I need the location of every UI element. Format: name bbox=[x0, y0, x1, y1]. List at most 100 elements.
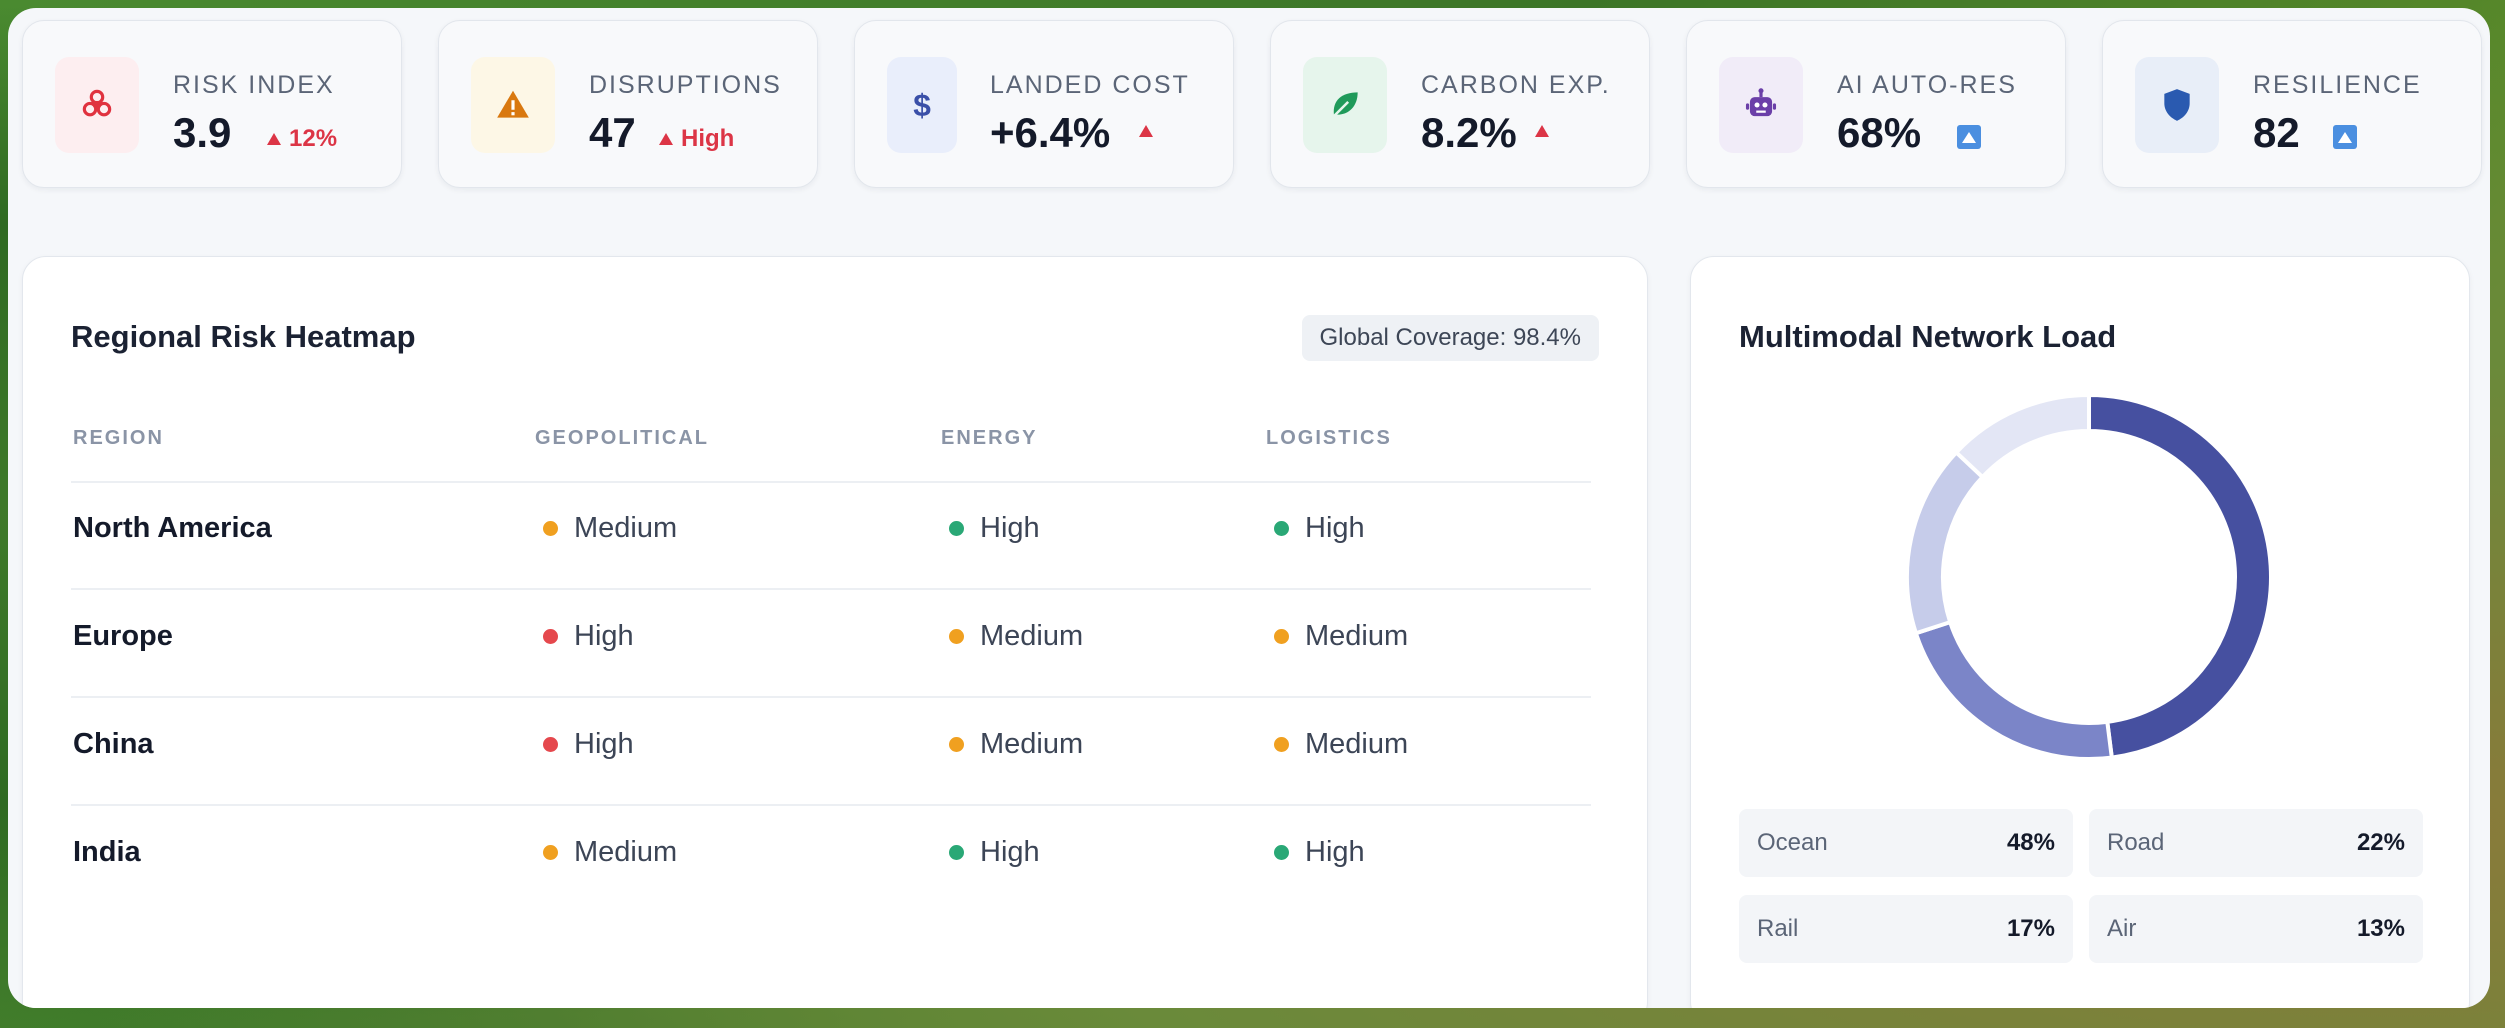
status-text: Medium bbox=[1305, 728, 1409, 760]
divider bbox=[71, 588, 1591, 590]
trend-up-icon bbox=[1535, 125, 1549, 137]
legend-item-air: Air 13% bbox=[2089, 895, 2423, 963]
kpi-label: RISK INDEX bbox=[173, 71, 335, 99]
status-dot bbox=[949, 845, 964, 860]
trend-up-icon bbox=[1139, 125, 1153, 137]
logistics-cell: Medium bbox=[1274, 620, 1408, 653]
status-dot bbox=[1274, 629, 1289, 644]
status-text: Medium bbox=[980, 620, 1084, 652]
robot-icon bbox=[1719, 57, 1803, 153]
kpi-card-ai-auto-res[interactable]: AI AUTO-RES 68% bbox=[1686, 20, 2066, 188]
status-dot bbox=[543, 521, 558, 536]
panel-title: Regional Risk Heatmap bbox=[71, 319, 416, 354]
energy-cell: High bbox=[949, 836, 1040, 869]
status-text: Medium bbox=[980, 728, 1084, 760]
status-text: High bbox=[980, 512, 1040, 544]
geopolitical-cell: High bbox=[543, 620, 634, 653]
region-name: Europe bbox=[73, 620, 173, 652]
divider bbox=[71, 804, 1591, 806]
legend-name: Ocean bbox=[1757, 829, 1828, 856]
donut-slice-air[interactable] bbox=[1953, 392, 2091, 480]
kpi-trend: High bbox=[659, 125, 734, 153]
kpi-trend: 12% bbox=[267, 125, 337, 153]
kpi-trend bbox=[1139, 125, 1153, 137]
logistics-cell: High bbox=[1274, 836, 1365, 869]
trend-up-icon bbox=[659, 133, 673, 145]
geopolitical-cell: Medium bbox=[543, 836, 677, 869]
energy-cell: Medium bbox=[949, 728, 1083, 761]
status-dot bbox=[949, 629, 964, 644]
kpi-card-risk-index[interactable]: RISK INDEX 3.9 12% bbox=[22, 20, 402, 188]
kpi-label: DISRUPTIONS bbox=[589, 71, 782, 99]
kpi-value: 47 bbox=[589, 109, 636, 156]
dollar-icon: $ bbox=[887, 57, 957, 153]
leaf-icon bbox=[1303, 57, 1387, 153]
legend-name: Air bbox=[2107, 915, 2137, 942]
kpi-label: CARBON EXP. bbox=[1421, 71, 1611, 99]
logistics-cell: High bbox=[1274, 512, 1365, 545]
divider bbox=[71, 481, 1591, 483]
status-text: High bbox=[980, 836, 1040, 868]
logistics-cell: Medium bbox=[1274, 728, 1408, 761]
energy-cell: Medium bbox=[949, 620, 1083, 653]
energy-cell: High bbox=[949, 512, 1040, 545]
network-load-donut-chart bbox=[1905, 392, 2273, 761]
kpi-card-carbon-exp[interactable]: CARBON EXP. 8.2% bbox=[1270, 20, 1650, 188]
region-name: China bbox=[73, 728, 154, 760]
status-dot bbox=[543, 629, 558, 644]
status-text: High bbox=[574, 728, 634, 760]
donut-slice-road[interactable] bbox=[1913, 619, 2115, 761]
region-name: India bbox=[73, 836, 141, 868]
kpi-label: LANDED COST bbox=[990, 71, 1190, 99]
column-header-geopolitical[interactable]: GEOPOLITICAL bbox=[535, 427, 709, 449]
column-header-logistics[interactable]: LOGISTICS bbox=[1266, 427, 1392, 449]
svg-text:$: $ bbox=[913, 87, 931, 123]
legend-name: Rail bbox=[1757, 915, 1799, 942]
coverage-badge: Global Coverage: 98.4% bbox=[1301, 315, 1599, 361]
kpi-value: 82 bbox=[2253, 109, 2300, 156]
status-text: Medium bbox=[574, 512, 678, 544]
regional-risk-heatmap-panel: Regional Risk Heatmap Global Coverage: 9… bbox=[22, 256, 1648, 1008]
kpi-card-resilience[interactable]: RESILIENCE 82 bbox=[2102, 20, 2482, 188]
geopolitical-cell: High bbox=[543, 728, 634, 761]
column-header-energy[interactable]: ENERGY bbox=[941, 427, 1038, 449]
legend-item-rail: Rail 17% bbox=[1739, 895, 2073, 963]
legend-value: 13% bbox=[2356, 915, 2405, 942]
kpi-card-disruptions[interactable]: DISRUPTIONS 47 High bbox=[438, 20, 818, 188]
kpi-value: +6.4% bbox=[990, 109, 1111, 156]
status-dot bbox=[949, 737, 964, 752]
kpi-trend-text: 12% bbox=[289, 125, 338, 152]
status-dot bbox=[1274, 845, 1289, 860]
status-dot bbox=[1274, 737, 1289, 752]
status-text: High bbox=[574, 620, 634, 652]
status-text: High bbox=[1305, 836, 1365, 868]
status-text: Medium bbox=[1305, 620, 1409, 652]
multimodal-network-load-panel: Multimodal Network Load Ocean 48% Road 2… bbox=[1690, 256, 2470, 1008]
kpi-value: 68% bbox=[1837, 109, 1922, 156]
column-header-region[interactable]: REGION bbox=[73, 427, 164, 449]
shield-icon bbox=[2135, 57, 2219, 153]
kpi-trend-text: High bbox=[681, 125, 735, 152]
kpi-label: RESILIENCE bbox=[2253, 71, 2422, 99]
trend-up-icon bbox=[2333, 125, 2357, 149]
region-name: North America bbox=[73, 512, 272, 544]
donut-slice-rail[interactable] bbox=[1905, 449, 1986, 636]
panel-title: Multimodal Network Load bbox=[1739, 319, 2117, 354]
biohazard-icon bbox=[55, 57, 139, 153]
trend-up-icon bbox=[1957, 125, 1981, 149]
status-dot bbox=[949, 521, 964, 536]
kpi-value: 3.9 bbox=[173, 109, 232, 156]
legend-name: Road bbox=[2107, 829, 2165, 856]
kpi-value: 8.2% bbox=[1421, 109, 1517, 156]
legend-value: 48% bbox=[2006, 829, 2055, 856]
legend-item-ocean: Ocean 48% bbox=[1739, 809, 2073, 877]
status-dot bbox=[543, 845, 558, 860]
kpi-trend bbox=[1535, 125, 1549, 137]
kpi-row: RISK INDEX 3.9 12% DISRUPTIONS 47 High $ bbox=[22, 20, 2482, 200]
dashboard: RISK INDEX 3.9 12% DISRUPTIONS 47 High $ bbox=[8, 8, 2490, 1008]
donut-slice-ocean[interactable] bbox=[2087, 392, 2273, 760]
warning-icon bbox=[471, 57, 555, 153]
status-dot bbox=[543, 737, 558, 752]
kpi-card-landed-cost[interactable]: $ LANDED COST +6.4% bbox=[854, 20, 1234, 188]
kpi-trend bbox=[1957, 125, 1981, 149]
